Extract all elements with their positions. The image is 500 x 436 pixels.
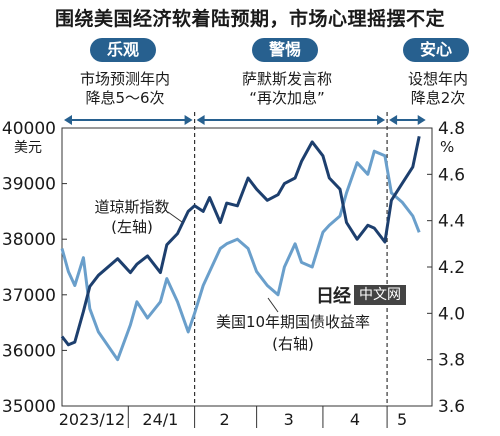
left-axis-tick-label: 39000 <box>2 175 56 195</box>
chart-title: 围绕美国经济软着陆预期，市场心理摇摆不定 <box>54 8 445 30</box>
right-axis-tick-label: 4.6 <box>438 165 465 185</box>
x-axis-tick-label: 24/1 <box>142 410 178 429</box>
series-label-us-10y-yield: 美国10年期国债收益率 <box>216 313 370 331</box>
x-axis-tick-label: 3 <box>284 410 294 429</box>
phase-note-line: 市场预测年内 <box>79 70 170 88</box>
right-axis-tick-label: 4.8 <box>438 119 465 139</box>
phase-arrow-head-left <box>64 115 72 125</box>
plot-frame <box>61 127 433 407</box>
left-axis-tick-label: 38000 <box>2 230 56 250</box>
phase-note-line: “再次加息” <box>249 89 325 107</box>
phase-note-line: 降息5～6次 <box>85 89 165 107</box>
series-label-dow-jones-axis: (左轴) <box>111 218 153 236</box>
phase-note-relief: 设想年内 降息2次 <box>388 70 488 108</box>
right-axis-tick-label: 4.0 <box>438 304 465 324</box>
series-label-us-10y-yield-axis: (右轴) <box>272 335 314 353</box>
series-leader-us-10y-yield <box>267 297 279 313</box>
right-axis-tick-label: 3.8 <box>438 351 465 371</box>
phase-arrow-head-right <box>184 115 193 125</box>
phase-note-line: 降息2次 <box>410 89 466 107</box>
phase-note-line: 设想年内 <box>407 70 468 88</box>
phase-badge-optimism: 乐观 <box>90 38 156 62</box>
right-axis-tick-label: 3.6 <box>438 397 465 417</box>
left-axis-tick-label: 35000 <box>2 397 56 417</box>
right-axis-tick-label: 4.2 <box>438 258 465 278</box>
left-axis-tick-label: 37000 <box>2 286 56 306</box>
phase-note-line: 萨默斯发言称 <box>241 70 332 88</box>
watermark-text: 中文网 <box>354 285 406 305</box>
right-axis-unit: % <box>440 138 454 156</box>
phase-badge-caution: 警惕 <box>252 38 318 62</box>
left-axis-tick-label: 36000 <box>2 341 56 361</box>
right-axis-tick-label: 4.4 <box>438 212 465 232</box>
x-axis-tick-label: 2023/12 <box>59 410 125 429</box>
left-axis-unit: 美元 <box>14 140 42 156</box>
x-axis-tick-label: 4 <box>350 410 360 429</box>
phase-badge-relief: 安心 <box>403 38 469 62</box>
x-axis-tick-label: 2 <box>219 410 229 429</box>
phase-arrow-head-left <box>196 115 205 125</box>
series-line-dow-jones <box>60 135 421 347</box>
left-axis-tick-label: 40000 <box>2 119 56 139</box>
phase-arrow-head-right <box>417 115 426 125</box>
phase-note-caution: 萨默斯发言称 “再次加息” <box>222 70 352 108</box>
phase-note-optimism: 市场预测年内 降息5～6次 <box>60 70 190 108</box>
watermark: 日经 中文网 <box>316 284 406 307</box>
phase-arrow-head-right <box>377 115 386 125</box>
series-leader-dow-jones <box>167 211 183 223</box>
phase-arrow-head-left <box>389 115 398 125</box>
x-axis-tick-label: 5 <box>397 410 407 429</box>
series-line-us-10y-yield <box>60 149 421 362</box>
series-label-dow-jones: 道琼斯指数 <box>94 198 169 216</box>
watermark-logo: 日经 <box>316 286 351 307</box>
